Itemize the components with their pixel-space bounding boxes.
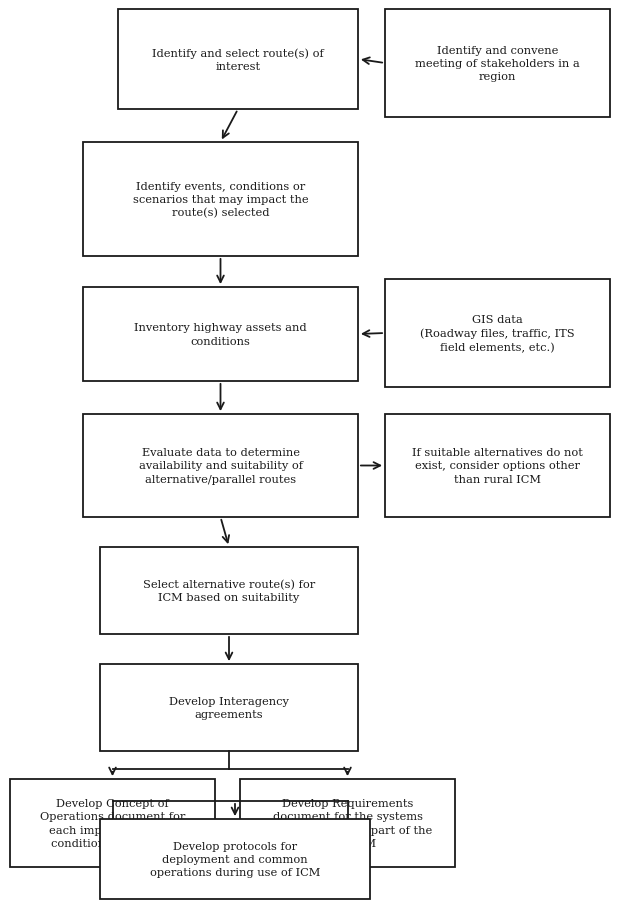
- Bar: [83, 288, 358, 382]
- Bar: [83, 415, 358, 518]
- Bar: [240, 779, 455, 867]
- Text: Develop Interagency
agreements: Develop Interagency agreements: [169, 696, 289, 719]
- Text: Evaluate data to determine
availability and suitability of
alternative/parallel : Evaluate data to determine availability …: [138, 447, 303, 484]
- Text: Select alternative route(s) for
ICM based on suitability: Select alternative route(s) for ICM base…: [143, 579, 315, 603]
- Text: Identify events, conditions or
scenarios that may impact the
route(s) selected: Identify events, conditions or scenarios…: [133, 181, 308, 218]
- Bar: [100, 664, 358, 751]
- Text: Identify and select route(s) of
interest: Identify and select route(s) of interest: [152, 48, 324, 72]
- Text: Identify and convene
meeting of stakeholders in a
region: Identify and convene meeting of stakehol…: [415, 46, 580, 82]
- Text: Inventory highway assets and
conditions: Inventory highway assets and conditions: [134, 323, 307, 346]
- Bar: [10, 779, 215, 867]
- Bar: [83, 143, 358, 257]
- Bar: [118, 10, 358, 110]
- Text: If suitable alternatives do not
exist, consider options other
than rural ICM: If suitable alternatives do not exist, c…: [412, 447, 583, 484]
- Bar: [385, 280, 610, 388]
- Bar: [100, 819, 370, 899]
- Text: Develop Concept of
Operations document for
each impacting event,
condition or sc: Develop Concept of Operations document f…: [40, 798, 185, 848]
- Bar: [385, 415, 610, 518]
- Text: GIS data
(Roadway files, traffic, ITS
field elements, etc.): GIS data (Roadway files, traffic, ITS fi…: [420, 315, 575, 353]
- Bar: [385, 10, 610, 118]
- Bar: [100, 548, 358, 634]
- Text: Develop protocols for
deployment and common
operations during use of ICM: Develop protocols for deployment and com…: [150, 841, 320, 878]
- Text: Develop Requirements
document for the systems
being deployed as part of the
rura: Develop Requirements document for the sy…: [263, 798, 432, 848]
